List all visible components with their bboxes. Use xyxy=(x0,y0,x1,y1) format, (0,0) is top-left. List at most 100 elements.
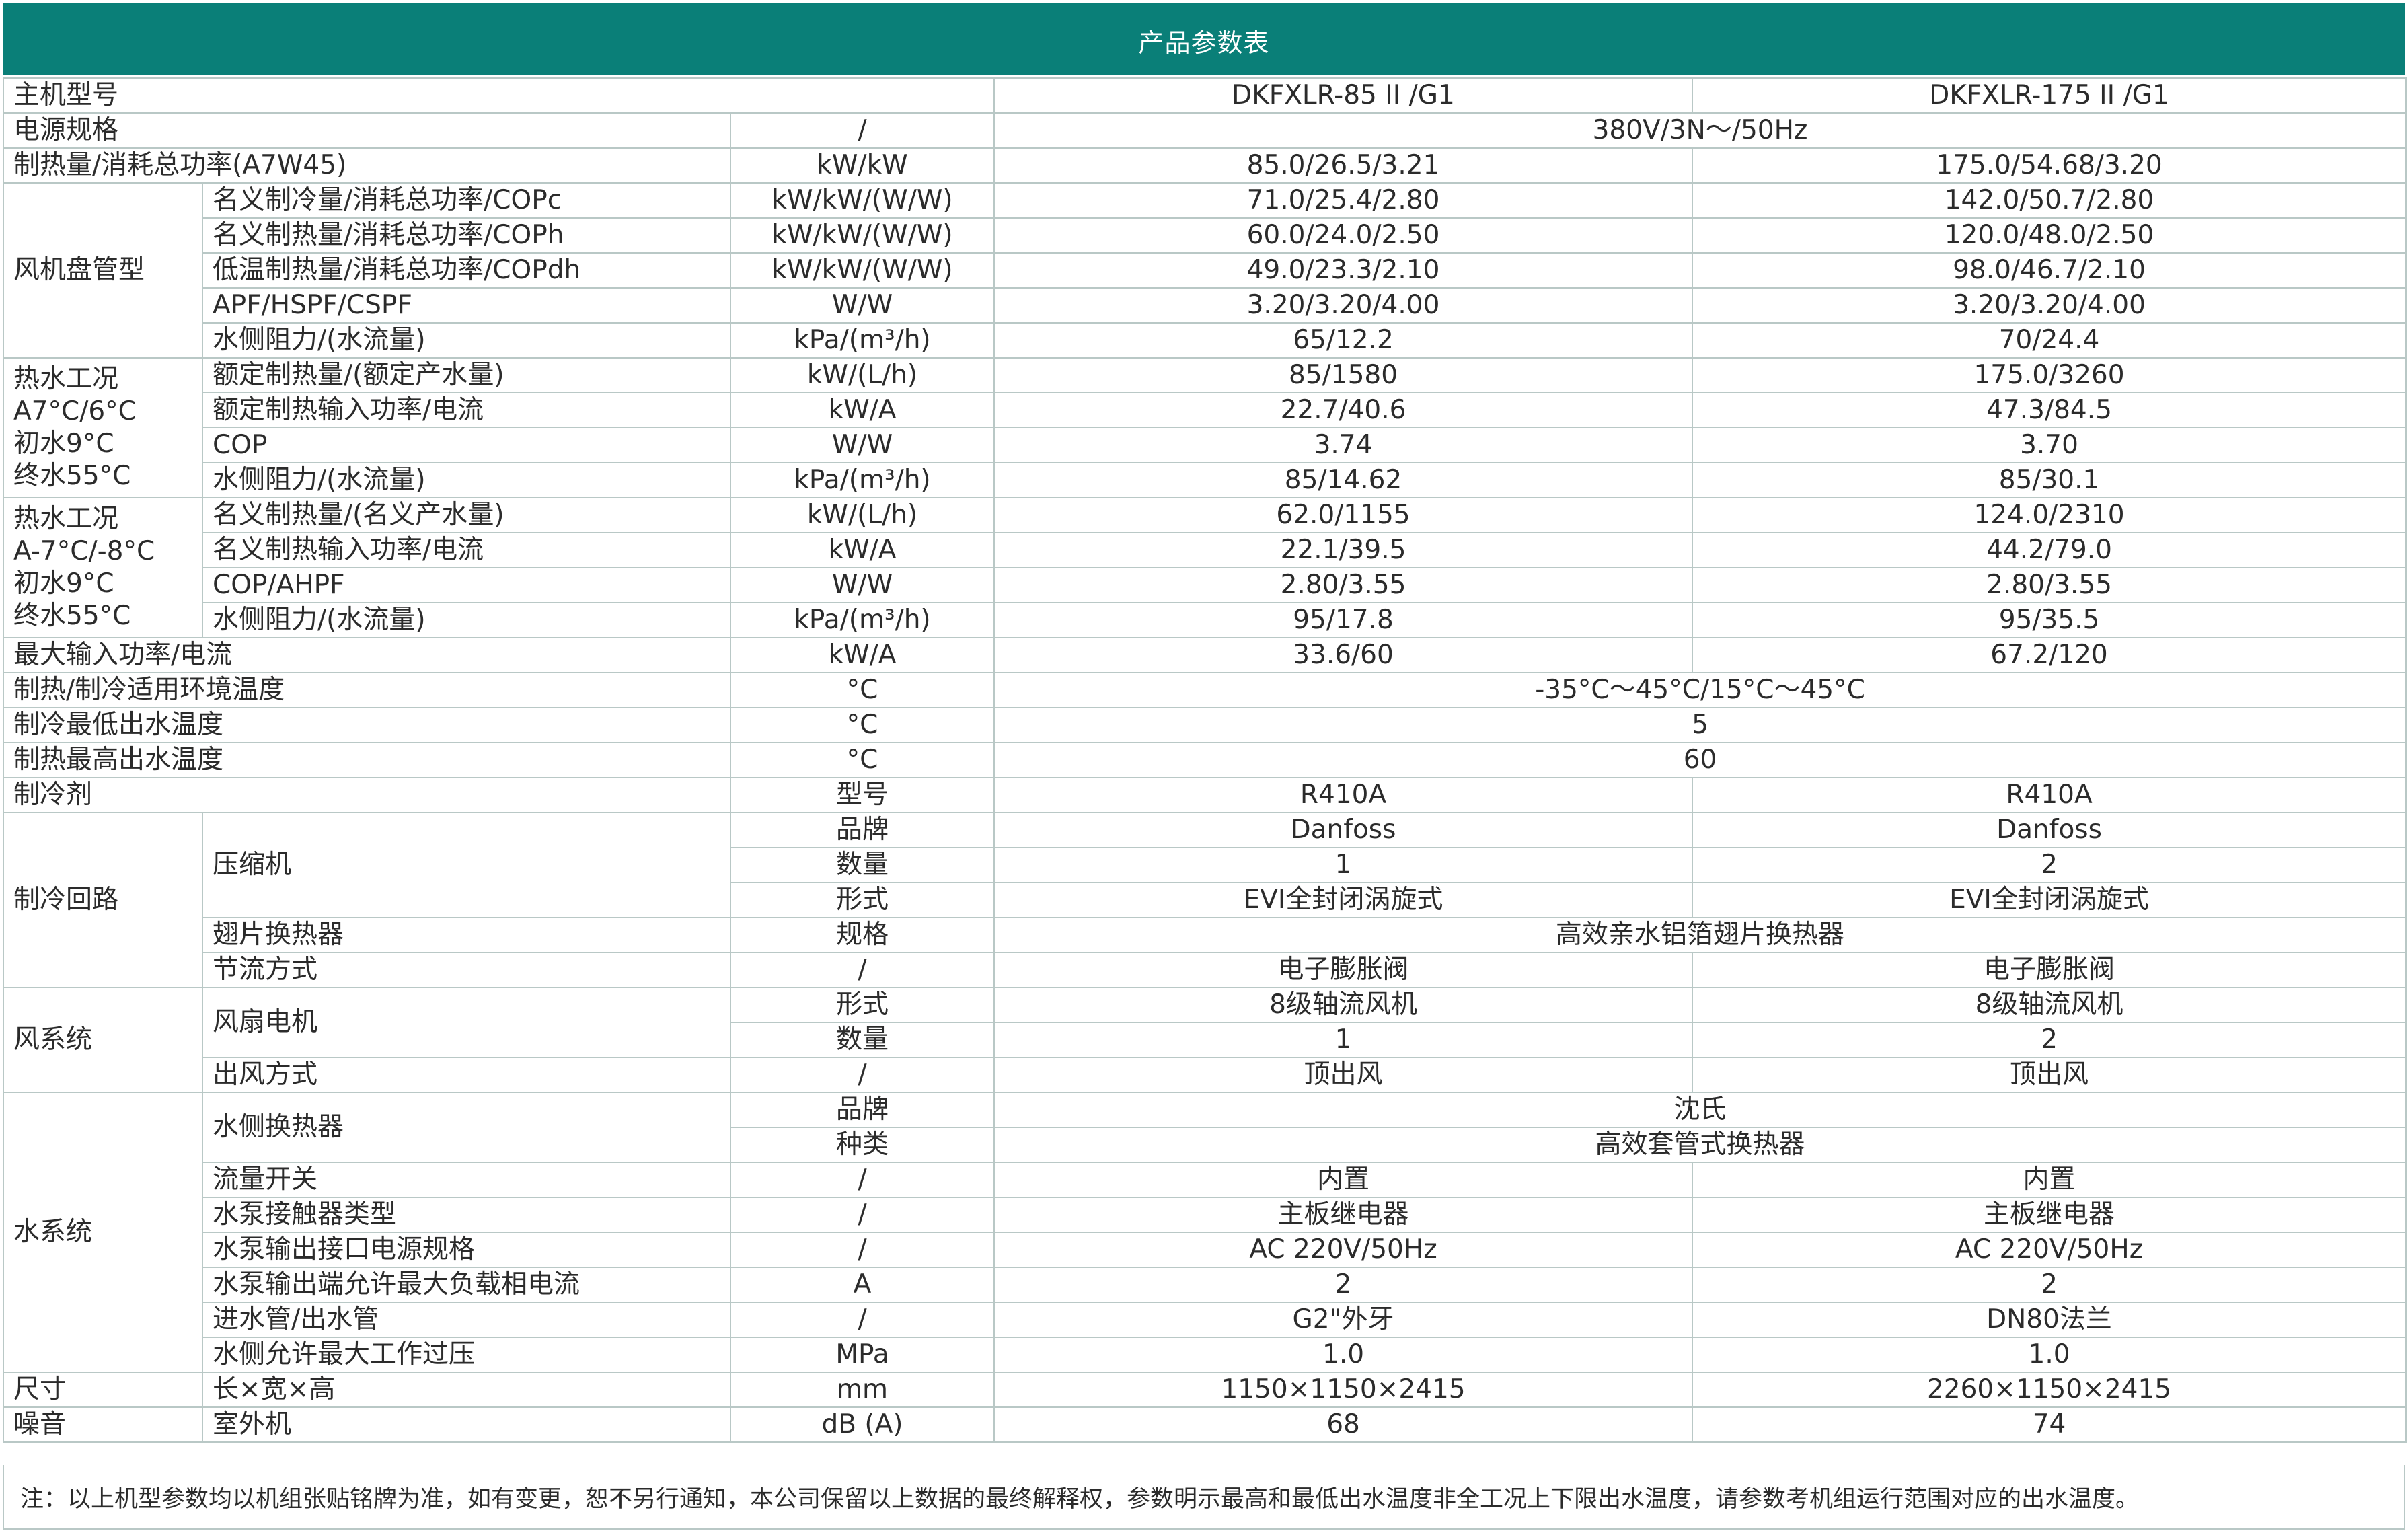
footnote: 注：以上机型参数均以机组张贴铭牌为准，如有变更，恕不另行通知，本公司保留以上数据… xyxy=(3,1465,2405,1530)
value-cell: 44.2/79.0 xyxy=(1692,532,2407,568)
value-cell: EVI全封闭涡旋式 xyxy=(1692,882,2407,918)
row-label: 名义制热量/(名义产水量) xyxy=(202,497,731,533)
value-cell-merged: 高效亲水铝箔翅片换热器 xyxy=(993,917,2407,953)
value-cell: 22.1/39.5 xyxy=(993,532,1694,568)
table-row: 主机型号 DKFXLR-85 II /G1 DKFXLR-175 II /G1 xyxy=(2,77,2407,114)
value-cell: 顶出风 xyxy=(1692,1057,2407,1093)
value-cell: 内置 xyxy=(1692,1162,2407,1198)
table-row: 制热量/消耗总功率(A7W45) kW/kW 85.0/26.5/3.21 17… xyxy=(3,147,2407,184)
model-1: DKFXLR-85 II /G1 xyxy=(993,77,1694,114)
row-label: 水侧阻力/(水流量) xyxy=(202,602,731,638)
table-row: 出风方式 / 顶出风 顶出风 xyxy=(3,1057,2407,1093)
unit-cell: / xyxy=(729,112,995,149)
value-cell: 85/30.1 xyxy=(1692,462,2407,498)
table-row: 风机盘管型 名义制冷量/消耗总功率/COPc kW/kW/(W/W) 71.0/… xyxy=(3,182,2407,359)
unit-cell: kW/A xyxy=(729,392,995,428)
sub-group-label: 压缩机 xyxy=(202,812,731,918)
table-row: 水泵输出接口电源规格 / AC 220V/50Hz AC 220V/50Hz xyxy=(3,1232,2407,1268)
group-label: 风系统 xyxy=(3,987,203,1093)
value-cell: 3.70 xyxy=(1692,427,2407,463)
unit-cell: 种类 xyxy=(729,1127,995,1163)
value-cell: 22.7/40.6 xyxy=(993,392,1694,428)
value-cell: EVI全封闭涡旋式 xyxy=(993,882,1694,918)
unit-cell: kW/kW/(W/W) xyxy=(729,252,995,289)
value-cell: 8级轴流风机 xyxy=(1692,987,2407,1023)
value-cell: 内置 xyxy=(993,1162,1694,1198)
row-label: 水泵输出接口电源规格 xyxy=(202,1232,731,1268)
table-row: COP W/W 3.74 3.70 xyxy=(3,427,2407,463)
unit-cell: kPa/(m³/h) xyxy=(729,322,995,359)
table-row: 制热最高出水温度 °C 60 xyxy=(3,742,2407,778)
row-label: 翅片换热器 xyxy=(202,917,731,953)
row-label: 水泵输出端允许最大负载相电流 xyxy=(202,1267,731,1303)
table-row: 低温制热量/消耗总功率/COPdh kW/kW/(W/W) 49.0/23.3/… xyxy=(3,252,2407,289)
value-cell: 175.0/3260 xyxy=(1692,357,2407,393)
value-cell: 2 xyxy=(1692,847,2407,883)
group-label: 热水工况 A7°C/6°C 初水9°C 终水55°C xyxy=(3,357,203,498)
value-cell: 2260×1150×2415 xyxy=(1692,1372,2407,1408)
unit-cell: 品牌 xyxy=(729,1092,995,1128)
value-cell: 顶出风 xyxy=(993,1057,1694,1093)
value-cell: Danfoss xyxy=(993,812,1694,848)
row-label: 水侧阻力/(水流量) xyxy=(202,322,731,359)
group-label: 噪音 xyxy=(3,1406,203,1443)
value-cell: 主板继电器 xyxy=(1692,1197,2407,1233)
value-cell: 电子膨胀阀 xyxy=(993,952,1694,988)
unit-cell: / xyxy=(729,1197,995,1233)
table-row: 电源规格 / 380V/3N～/50Hz xyxy=(3,112,2407,149)
row-label: 进水管/出水管 xyxy=(202,1302,731,1338)
value-cell: 1.0 xyxy=(993,1337,1694,1373)
value-cell: 71.0/25.4/2.80 xyxy=(993,182,1694,219)
value-cell: G2"外牙 xyxy=(993,1302,1694,1338)
table-row: 水泵输出端允许最大负载相电流 A 2 2 xyxy=(3,1267,2407,1303)
unit-cell: W/W xyxy=(729,427,995,463)
unit-cell: A xyxy=(729,1267,995,1303)
row-label: 出风方式 xyxy=(202,1057,731,1093)
row-label: 节流方式 xyxy=(202,952,731,988)
table-row: 种类 高效套管式换热器 xyxy=(3,1127,2407,1163)
unit-cell: / xyxy=(729,1162,995,1198)
table-row: 名义制热输入功率/电流 kW/A 22.1/39.5 44.2/79.0 xyxy=(3,532,2407,568)
value-cell: 47.3/84.5 xyxy=(1692,392,2407,428)
value-cell: 2.80/3.55 xyxy=(993,567,1694,603)
value-cell: 95/17.8 xyxy=(993,602,1694,638)
unit-cell: / xyxy=(729,1057,995,1093)
value-cell: 主板继电器 xyxy=(993,1197,1694,1233)
value-cell-merged: 高效套管式换热器 xyxy=(993,1127,2407,1163)
spec-table: 主机型号 DKFXLR-85 II /G1 DKFXLR-175 II /G1 … xyxy=(2,77,2407,1443)
row-label: 额定制热输入功率/电流 xyxy=(202,392,731,428)
table-row: 流量开关 / 内置 内置 xyxy=(3,1162,2407,1198)
value-cell: 85/1580 xyxy=(993,357,1694,393)
row-label: COP/AHPF xyxy=(202,567,731,603)
value-cell: 33.6/60 xyxy=(993,637,1694,673)
row-label: 制冷最低出水温度 xyxy=(3,707,731,743)
row-label: 制冷剂 xyxy=(3,777,731,813)
row-label: 水侧阻力/(水流量) xyxy=(202,462,731,498)
value-cell: 2 xyxy=(993,1267,1694,1303)
value-cell: 175.0/54.68/3.20 xyxy=(1692,147,2407,184)
model-2: DKFXLR-175 II /G1 xyxy=(1692,77,2407,114)
table-row: 形式 EVI全封闭涡旋式 EVI全封闭涡旋式 xyxy=(3,882,2407,918)
unit-cell: kW/(L/h) xyxy=(729,497,995,533)
unit-cell: MPa xyxy=(729,1337,995,1373)
unit-cell: 数量 xyxy=(729,1022,995,1058)
sub-group-label: 水侧换热器 xyxy=(202,1092,731,1163)
value-cell: 85.0/26.5/3.21 xyxy=(993,147,1694,184)
group-label: 风机盘管型 xyxy=(3,182,203,359)
row-label: APF/HSPF/CSPF xyxy=(202,287,731,324)
value-cell: 2.80/3.55 xyxy=(1692,567,2407,603)
value-cell: 68 xyxy=(993,1406,1694,1443)
row-label: 额定制热量/(额定产水量) xyxy=(202,357,731,393)
table-row: 制冷剂 型号 R410A R410A xyxy=(3,777,2407,813)
table-row: 水泵接触器类型 / 主板继电器 主板继电器 xyxy=(3,1197,2407,1233)
value-cell: 85/14.62 xyxy=(993,462,1694,498)
unit-cell: kW/(L/h) xyxy=(729,357,995,393)
table-row: 尺寸 长×宽×高 mm 1150×1150×2415 2260×1150×241… xyxy=(3,1372,2407,1408)
value-cell: 3.20/3.20/4.00 xyxy=(1692,287,2407,324)
table-row: 制冷最低出水温度 °C 5 xyxy=(3,707,2407,743)
value-cell: 1 xyxy=(993,847,1694,883)
unit-cell: / xyxy=(729,1302,995,1338)
unit-cell: 形式 xyxy=(729,987,995,1023)
table-row: 数量 1 2 xyxy=(3,1022,2407,1058)
unit-cell: / xyxy=(729,952,995,988)
